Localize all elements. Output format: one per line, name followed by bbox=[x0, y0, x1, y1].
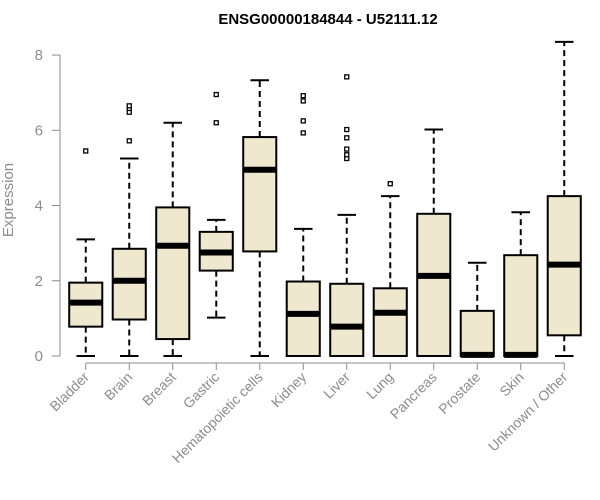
outlier-point bbox=[344, 152, 350, 158]
outlier-point bbox=[344, 146, 350, 152]
y-axis: 0 2 4 6 8 bbox=[35, 47, 61, 365]
outlier-point bbox=[344, 126, 350, 133]
box-body bbox=[329, 282, 365, 357]
box-body bbox=[459, 309, 495, 358]
outlier-point bbox=[344, 74, 350, 80]
box-body bbox=[111, 247, 147, 321]
box-gastric bbox=[198, 91, 234, 319]
box-body bbox=[155, 206, 191, 341]
outlier-point bbox=[300, 130, 306, 136]
x-tick-label: Pancreas bbox=[387, 369, 440, 422]
x-tick-label: Breast bbox=[139, 369, 179, 409]
box-brain bbox=[111, 103, 147, 357]
box-prostate bbox=[459, 261, 495, 358]
outlier-point bbox=[126, 103, 132, 109]
chart-title: ENSG00000184844 - U52111.12 bbox=[218, 11, 437, 28]
outlier-point bbox=[300, 93, 306, 99]
box-liver bbox=[329, 74, 365, 357]
box-body bbox=[285, 280, 321, 357]
outlier-point bbox=[83, 148, 89, 154]
box-hematopoietic-cells bbox=[242, 79, 278, 357]
y-tick-label: 6 bbox=[35, 122, 43, 139]
outlier-point bbox=[387, 181, 393, 187]
x-tick-label: Lung bbox=[363, 369, 396, 402]
box-skin bbox=[503, 211, 539, 358]
x-tick-label: Skin bbox=[496, 369, 527, 400]
outlier-point bbox=[213, 91, 219, 98]
x-tick-label: Gastric bbox=[180, 369, 223, 412]
box-body bbox=[242, 136, 278, 253]
outlier-point bbox=[300, 98, 306, 104]
x-tick-label: Bladder bbox=[46, 369, 92, 415]
x-tick-label: Liver bbox=[320, 369, 353, 402]
x-tick-label: Unknown / Other bbox=[485, 369, 571, 455]
box-kidney bbox=[285, 93, 321, 357]
outlier-point bbox=[300, 118, 306, 124]
outlier-point bbox=[126, 138, 132, 144]
y-tick-label: 4 bbox=[35, 198, 43, 215]
box-unknown-other bbox=[546, 40, 582, 357]
box-pancreas bbox=[416, 128, 452, 357]
y-tick-label: 8 bbox=[35, 47, 43, 64]
y-tick-label: 2 bbox=[35, 273, 43, 290]
box-group bbox=[68, 40, 582, 358]
box-body bbox=[372, 287, 408, 357]
outlier-point bbox=[213, 120, 219, 126]
x-tick-label: Brain bbox=[101, 369, 135, 403]
box-body bbox=[503, 254, 539, 357]
box-breast bbox=[155, 121, 191, 357]
x-tick-label: Kidney bbox=[268, 369, 310, 411]
x-tick-label: Prostate bbox=[435, 369, 483, 417]
y-tick-label: 0 bbox=[35, 348, 43, 365]
y-axis-label: Expression bbox=[0, 163, 17, 237]
box-bladder bbox=[68, 148, 104, 357]
outlier-point bbox=[344, 135, 350, 141]
box-body bbox=[416, 212, 452, 357]
box-lung bbox=[372, 181, 408, 357]
